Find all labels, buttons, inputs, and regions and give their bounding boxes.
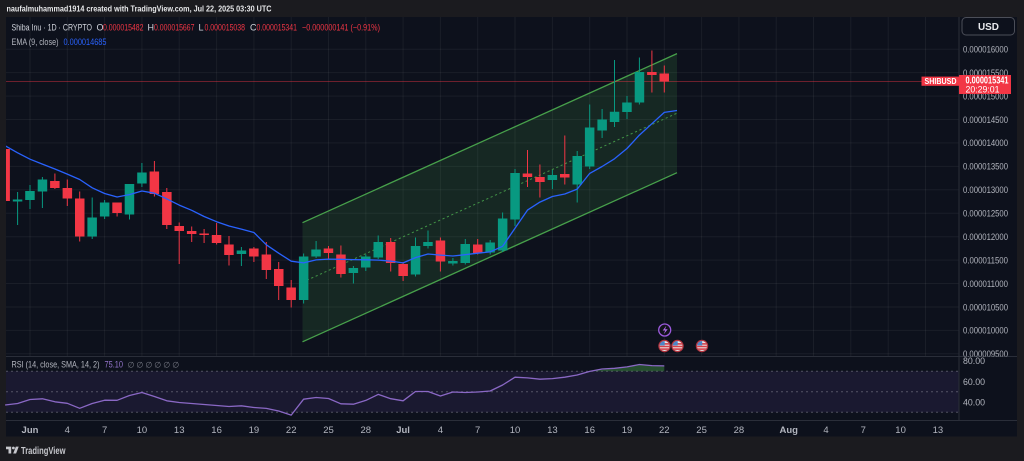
svg-text:0.000015482: 0.000015482 — [103, 23, 144, 33]
svg-text:∅: ∅ — [172, 361, 179, 370]
svg-text:0.000012500: 0.000012500 — [963, 209, 1008, 220]
svg-text:naufalmuhammad1914 created wit: naufalmuhammad1914 created with TradingV… — [7, 3, 272, 13]
svg-text:Jul: Jul — [396, 425, 410, 436]
svg-text:0.000015000: 0.000015000 — [963, 91, 1008, 102]
svg-text:0.000015341: 0.000015341 — [966, 76, 1009, 87]
svg-text:∅: ∅ — [136, 361, 143, 370]
svg-text:28: 28 — [734, 425, 745, 436]
svg-text:0.000015341: 0.000015341 — [257, 23, 298, 33]
svg-text:0.000014685: 0.000014685 — [64, 37, 107, 47]
svg-text:20:29:01: 20:29:01 — [966, 85, 1000, 95]
svg-text:4: 4 — [65, 425, 70, 436]
svg-text:0.000010500: 0.000010500 — [963, 302, 1008, 313]
svg-text:60.00: 60.00 — [963, 377, 985, 388]
svg-text:0.000012000: 0.000012000 — [963, 232, 1008, 243]
svg-text:0.000015667: 0.000015667 — [154, 23, 195, 33]
svg-text:0.000015038: 0.000015038 — [205, 23, 246, 33]
svg-text:SHIBUSD: SHIBUSD — [925, 77, 957, 86]
svg-text:80.00: 80.00 — [963, 356, 985, 367]
svg-text:0.000013500: 0.000013500 — [963, 162, 1008, 173]
svg-text:Jun: Jun — [22, 425, 39, 436]
svg-text:∅: ∅ — [128, 361, 135, 370]
svg-text:0.000013000: 0.000013000 — [963, 185, 1008, 196]
svg-text:0.000011000: 0.000011000 — [963, 279, 1008, 290]
svg-text:22: 22 — [286, 425, 297, 436]
svg-text:10: 10 — [895, 425, 906, 436]
svg-text:28: 28 — [361, 425, 372, 436]
svg-text:∅: ∅ — [145, 361, 152, 370]
svg-text:40.00: 40.00 — [963, 397, 985, 408]
svg-text:−0.000000141 (−0.91%): −0.000000141 (−0.91%) — [302, 23, 380, 33]
svg-text:Shiba Inu · 1D · CRYPTO: Shiba Inu · 1D · CRYPTO — [12, 23, 93, 33]
svg-text:0.000010000: 0.000010000 — [963, 326, 1008, 337]
svg-text:25: 25 — [696, 425, 707, 436]
svg-text:C: C — [250, 23, 257, 33]
svg-text:0.000014000: 0.000014000 — [963, 138, 1008, 149]
svg-text:75.10: 75.10 — [105, 360, 124, 370]
svg-text:∅: ∅ — [154, 361, 161, 370]
svg-text:0.000015500: 0.000015500 — [963, 68, 1008, 79]
svg-text:O: O — [97, 23, 104, 33]
svg-text:19: 19 — [622, 425, 633, 436]
svg-text:0.000016000: 0.000016000 — [963, 45, 1008, 56]
svg-text:25: 25 — [323, 425, 334, 436]
svg-text:10: 10 — [137, 425, 148, 436]
svg-text:0.000014500: 0.000014500 — [963, 115, 1008, 126]
svg-text:EMA (9, close): EMA (9, close) — [12, 37, 59, 47]
svg-text:0.000011500: 0.000011500 — [963, 255, 1008, 266]
svg-text:7: 7 — [102, 425, 107, 436]
svg-text:16: 16 — [584, 425, 595, 436]
svg-text:4: 4 — [823, 425, 828, 436]
svg-text:13: 13 — [933, 425, 944, 436]
svg-text:13: 13 — [174, 425, 185, 436]
svg-text:0.000009500: 0.000009500 — [963, 349, 1008, 360]
svg-text:H: H — [148, 23, 155, 33]
svg-text:16: 16 — [211, 425, 222, 436]
svg-text:13: 13 — [547, 425, 558, 436]
svg-text:RSI (14, close, SMA, 14, 2): RSI (14, close, SMA, 14, 2) — [12, 360, 100, 370]
svg-text:Aug: Aug — [779, 425, 798, 436]
svg-text:7: 7 — [861, 425, 866, 436]
svg-text:4: 4 — [438, 425, 443, 436]
svg-text:10: 10 — [510, 425, 521, 436]
svg-text:22: 22 — [659, 425, 670, 436]
svg-text:USD: USD — [978, 22, 999, 33]
svg-text:7: 7 — [475, 425, 480, 436]
svg-text:L: L — [199, 23, 204, 33]
svg-text:TradingView: TradingView — [21, 445, 66, 457]
svg-text:∅: ∅ — [163, 361, 170, 370]
svg-text:19: 19 — [249, 425, 260, 436]
